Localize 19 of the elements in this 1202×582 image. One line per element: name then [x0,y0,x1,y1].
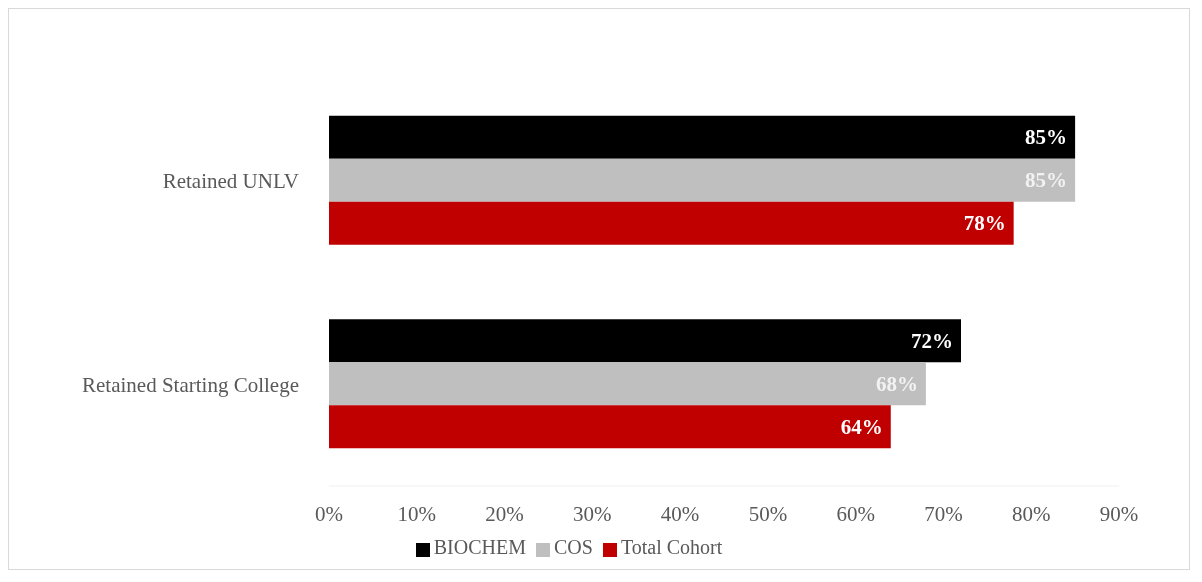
x-tick-label: 90% [1099,501,1139,526]
x-tick-label: 80% [1011,501,1051,526]
x-tick-label: 20% [485,501,524,526]
data-label: 72% [911,328,953,353]
data-label: 64% [840,414,883,439]
x-tick-label: 70% [924,501,963,526]
y-tick-label: Retained Starting College [82,372,299,397]
data-label: 78% [963,211,1006,236]
data-label: 85% [1025,125,1068,150]
legend-label: Total Cohort [620,536,723,558]
x-tick-label: 40% [660,501,700,526]
x-tick-label: 50% [748,501,788,526]
x-tick-label: 0% [315,501,343,526]
x-tick-label: 60% [836,501,875,526]
legend-label: BIOCHEM [433,536,526,558]
y-tick-label: Retained UNLV [162,169,299,194]
x-tick-label: 10% [397,501,437,526]
legend-label: COS [553,536,593,558]
x-tick-label: 30% [573,501,612,526]
